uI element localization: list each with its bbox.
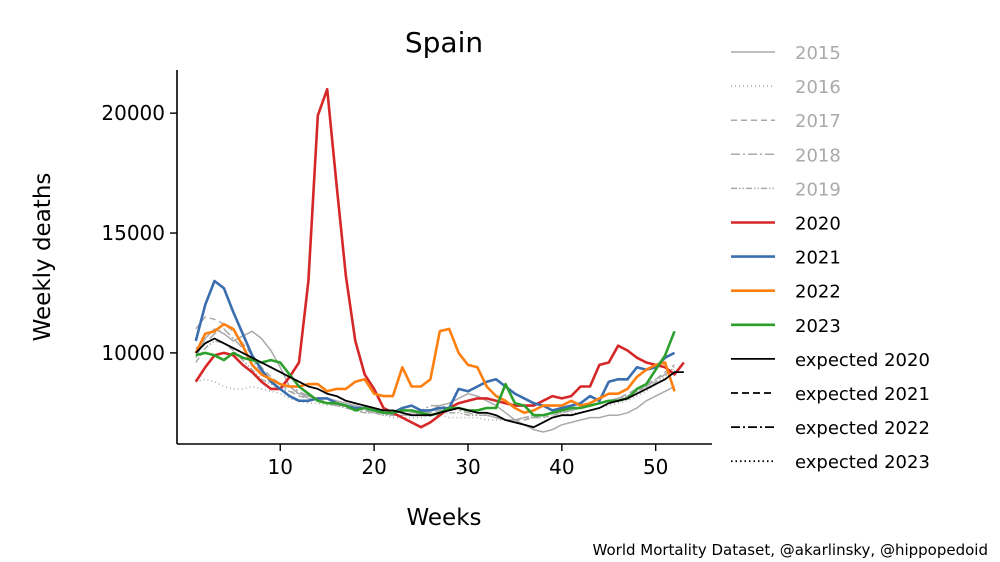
x-ticks: 10 20 30 40 50 <box>268 444 668 479</box>
series-line-2020 <box>194 87 685 429</box>
legend-label: 2020 <box>795 214 841 235</box>
x-tick-label: 20 <box>361 455 386 479</box>
x-axis-label: Weeks <box>407 505 482 531</box>
legend-label: 2022 <box>795 282 841 303</box>
legend-label: 2016 <box>795 77 841 98</box>
series-line-expected-2020 <box>195 337 684 429</box>
legend-label: expected 2023 <box>795 452 930 473</box>
y-tick-label: 15000 <box>101 221 165 245</box>
y-tick-label: 20000 <box>101 101 165 125</box>
series-line-2022 <box>194 322 676 415</box>
y-ticks: 10000 15000 20000 <box>101 101 177 365</box>
x-tick-label: 40 <box>549 455 574 479</box>
plot-area <box>194 87 685 433</box>
legend: 2015 2016 2017 2018 2019 2020 2021 2022 2023 expe… <box>731 43 930 473</box>
legend-label: 2019 <box>795 179 841 200</box>
legend-label: 2017 <box>795 111 841 132</box>
x-tick-label: 10 <box>268 455 293 479</box>
legend-label: expected 2022 <box>795 418 930 439</box>
y-axis-label: Weekly deaths <box>30 173 56 342</box>
x-tick-label: 50 <box>643 455 668 479</box>
legend-label: expected 2020 <box>795 350 930 371</box>
legend-label: expected 2021 <box>795 384 930 405</box>
legend-label: 2018 <box>795 145 841 166</box>
x-tick-label: 30 <box>455 455 480 479</box>
series-line-2015 <box>195 328 675 433</box>
series-line-2017 <box>195 316 675 421</box>
legend-label: 2015 <box>795 43 841 64</box>
legend-label: 2023 <box>795 316 841 337</box>
legend-label: 2021 <box>795 248 841 269</box>
chart-title: Spain <box>405 26 483 59</box>
y-tick-label: 10000 <box>101 341 165 365</box>
series-line-2021 <box>194 279 676 415</box>
source-credit: World Mortality Dataset, @akarlinsky, @h… <box>593 541 988 559</box>
axes <box>176 70 712 445</box>
